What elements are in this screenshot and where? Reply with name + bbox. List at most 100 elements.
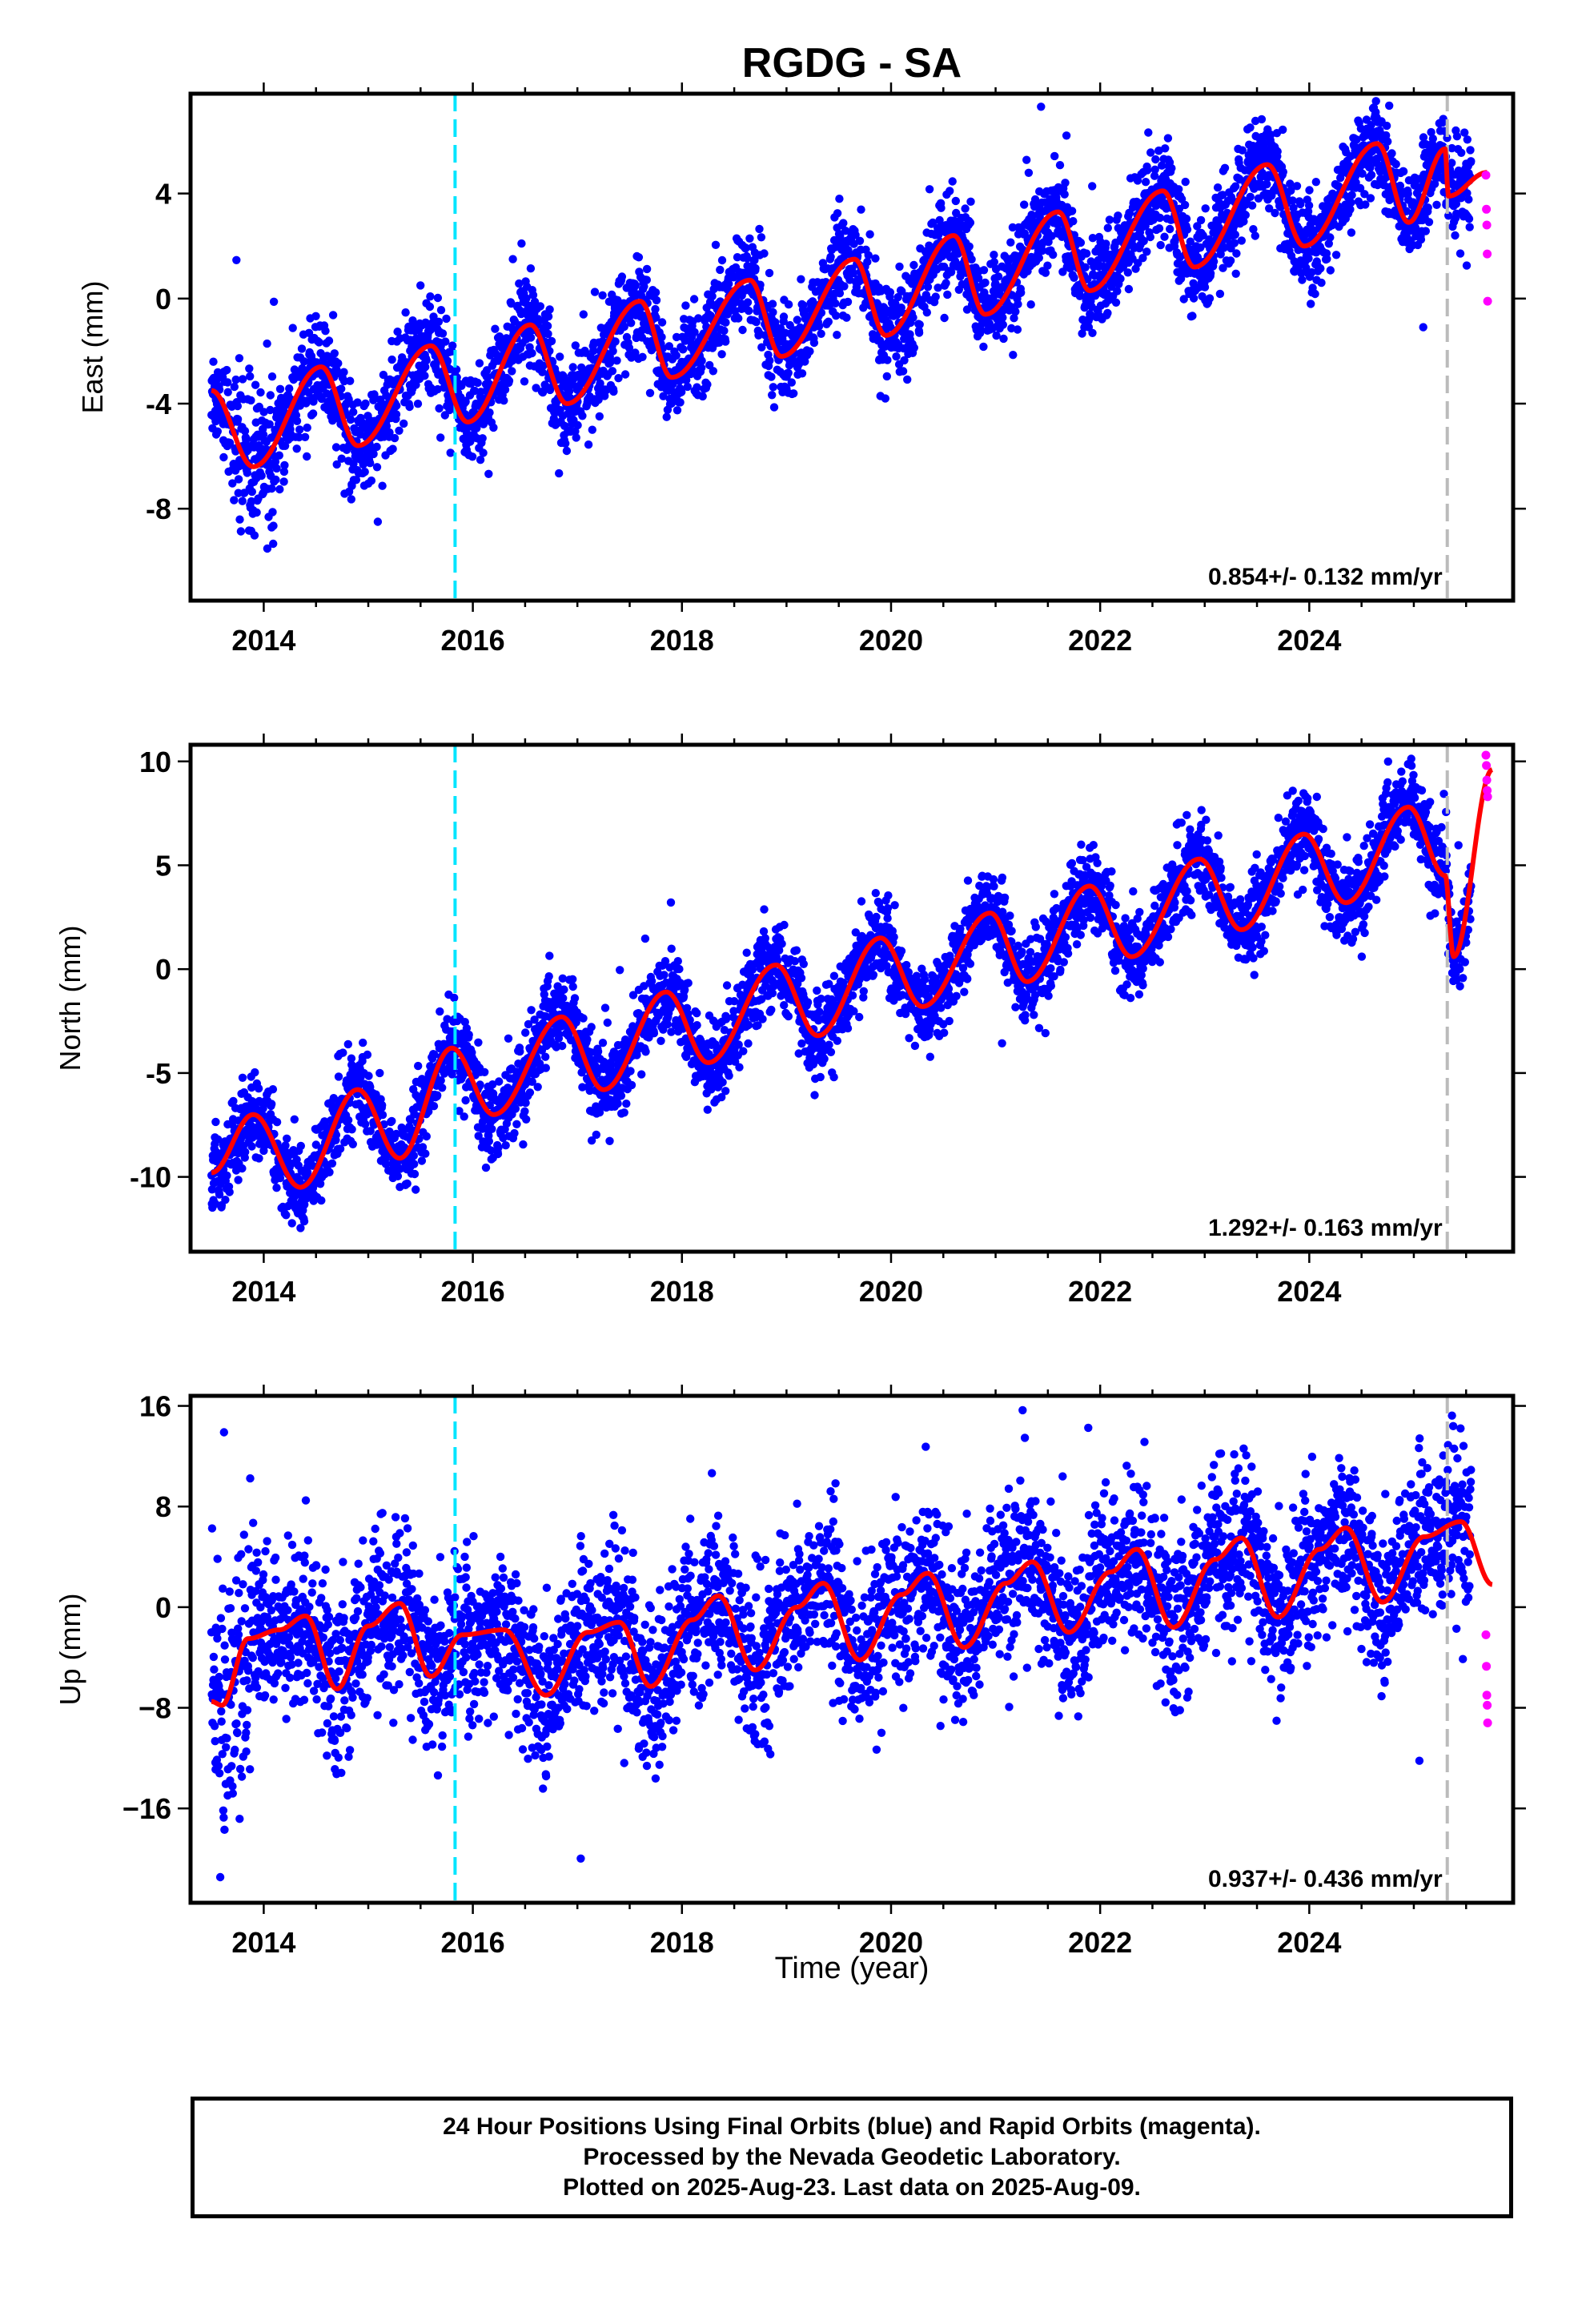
data-point (1199, 231, 1207, 240)
data-point (1167, 163, 1176, 173)
data-point (403, 1179, 412, 1188)
data-point (280, 460, 289, 470)
data-point (1006, 238, 1015, 247)
data-point (608, 367, 617, 376)
data-point (835, 289, 845, 298)
data-point (605, 358, 615, 367)
data-point (571, 341, 580, 350)
data-point (967, 255, 976, 264)
data-point (765, 268, 774, 278)
data-point (923, 283, 933, 292)
data-point (296, 1141, 305, 1151)
y-tick-label: 0 (155, 283, 171, 316)
data-point (1010, 314, 1018, 323)
data-point (614, 374, 623, 383)
data-point (594, 396, 603, 404)
data-point (238, 375, 247, 384)
data-point (1155, 213, 1165, 223)
data-point (303, 452, 311, 461)
data-point (359, 1038, 367, 1047)
data-point (651, 288, 661, 297)
data-point (637, 326, 646, 335)
data-point (734, 314, 743, 323)
data-point (851, 231, 860, 239)
data-point (1347, 191, 1356, 199)
data-point (522, 1115, 531, 1124)
data-point (412, 1185, 420, 1194)
data-point (1188, 312, 1197, 320)
data-point (745, 306, 753, 316)
data-point (401, 308, 410, 317)
data-point (698, 392, 707, 401)
data-point (1037, 103, 1046, 111)
data-point (1219, 191, 1227, 199)
data-point (1180, 200, 1190, 210)
data-point (288, 324, 297, 332)
rapid-orbit-point (1482, 204, 1492, 214)
data-point (246, 372, 255, 381)
data-point (235, 515, 244, 524)
data-point (544, 312, 553, 321)
data-point (1022, 155, 1031, 164)
data-point (526, 264, 536, 273)
data-point (1141, 222, 1150, 231)
data-point (1260, 140, 1269, 149)
data-point (1361, 200, 1370, 209)
data-point (1186, 237, 1195, 246)
data-point (611, 337, 620, 346)
data-point (348, 1140, 357, 1149)
data-point (351, 476, 361, 485)
data-point (885, 287, 895, 297)
data-point (832, 312, 841, 320)
data-point (429, 312, 438, 321)
data-point (1020, 200, 1029, 209)
data-point (1011, 307, 1020, 316)
data-point (221, 1196, 230, 1204)
data-point (304, 328, 314, 337)
data-point (532, 384, 540, 392)
data-point (1311, 289, 1319, 299)
data-point (213, 427, 222, 436)
data-point (1316, 264, 1325, 273)
data-point (433, 384, 442, 394)
data-point (442, 314, 451, 324)
data-point (361, 399, 370, 408)
data-point (589, 346, 598, 356)
data-point (272, 1184, 281, 1192)
data-point (979, 342, 988, 352)
data-point (266, 391, 275, 400)
data-point (426, 292, 435, 301)
data-point (922, 308, 932, 317)
data-point (1133, 176, 1142, 185)
data-point (328, 311, 338, 320)
data-point (1013, 325, 1022, 334)
data-point (769, 308, 777, 317)
data-point (484, 469, 493, 478)
data-point (573, 420, 582, 430)
data-point (334, 359, 343, 368)
data-point (881, 394, 890, 403)
data-point (366, 459, 375, 468)
data-point (882, 372, 892, 381)
data-point (981, 278, 990, 287)
data-point (1416, 235, 1426, 244)
data-point (1307, 267, 1316, 277)
data-point (247, 1142, 256, 1151)
data-point (1220, 163, 1230, 172)
data-point (1219, 243, 1228, 252)
data-point (965, 242, 974, 251)
data-point (533, 1083, 542, 1092)
data-point (940, 313, 949, 323)
data-point (1078, 329, 1086, 338)
data-point (1070, 273, 1078, 282)
data-point (1383, 137, 1392, 146)
data-point (546, 384, 555, 392)
data-point (409, 1151, 418, 1160)
data-point (627, 319, 636, 328)
data-point (1008, 223, 1018, 232)
data-point (395, 426, 404, 435)
data-point (382, 421, 391, 431)
data-point (1326, 266, 1335, 275)
data-point (943, 290, 952, 300)
data-point (339, 368, 348, 376)
